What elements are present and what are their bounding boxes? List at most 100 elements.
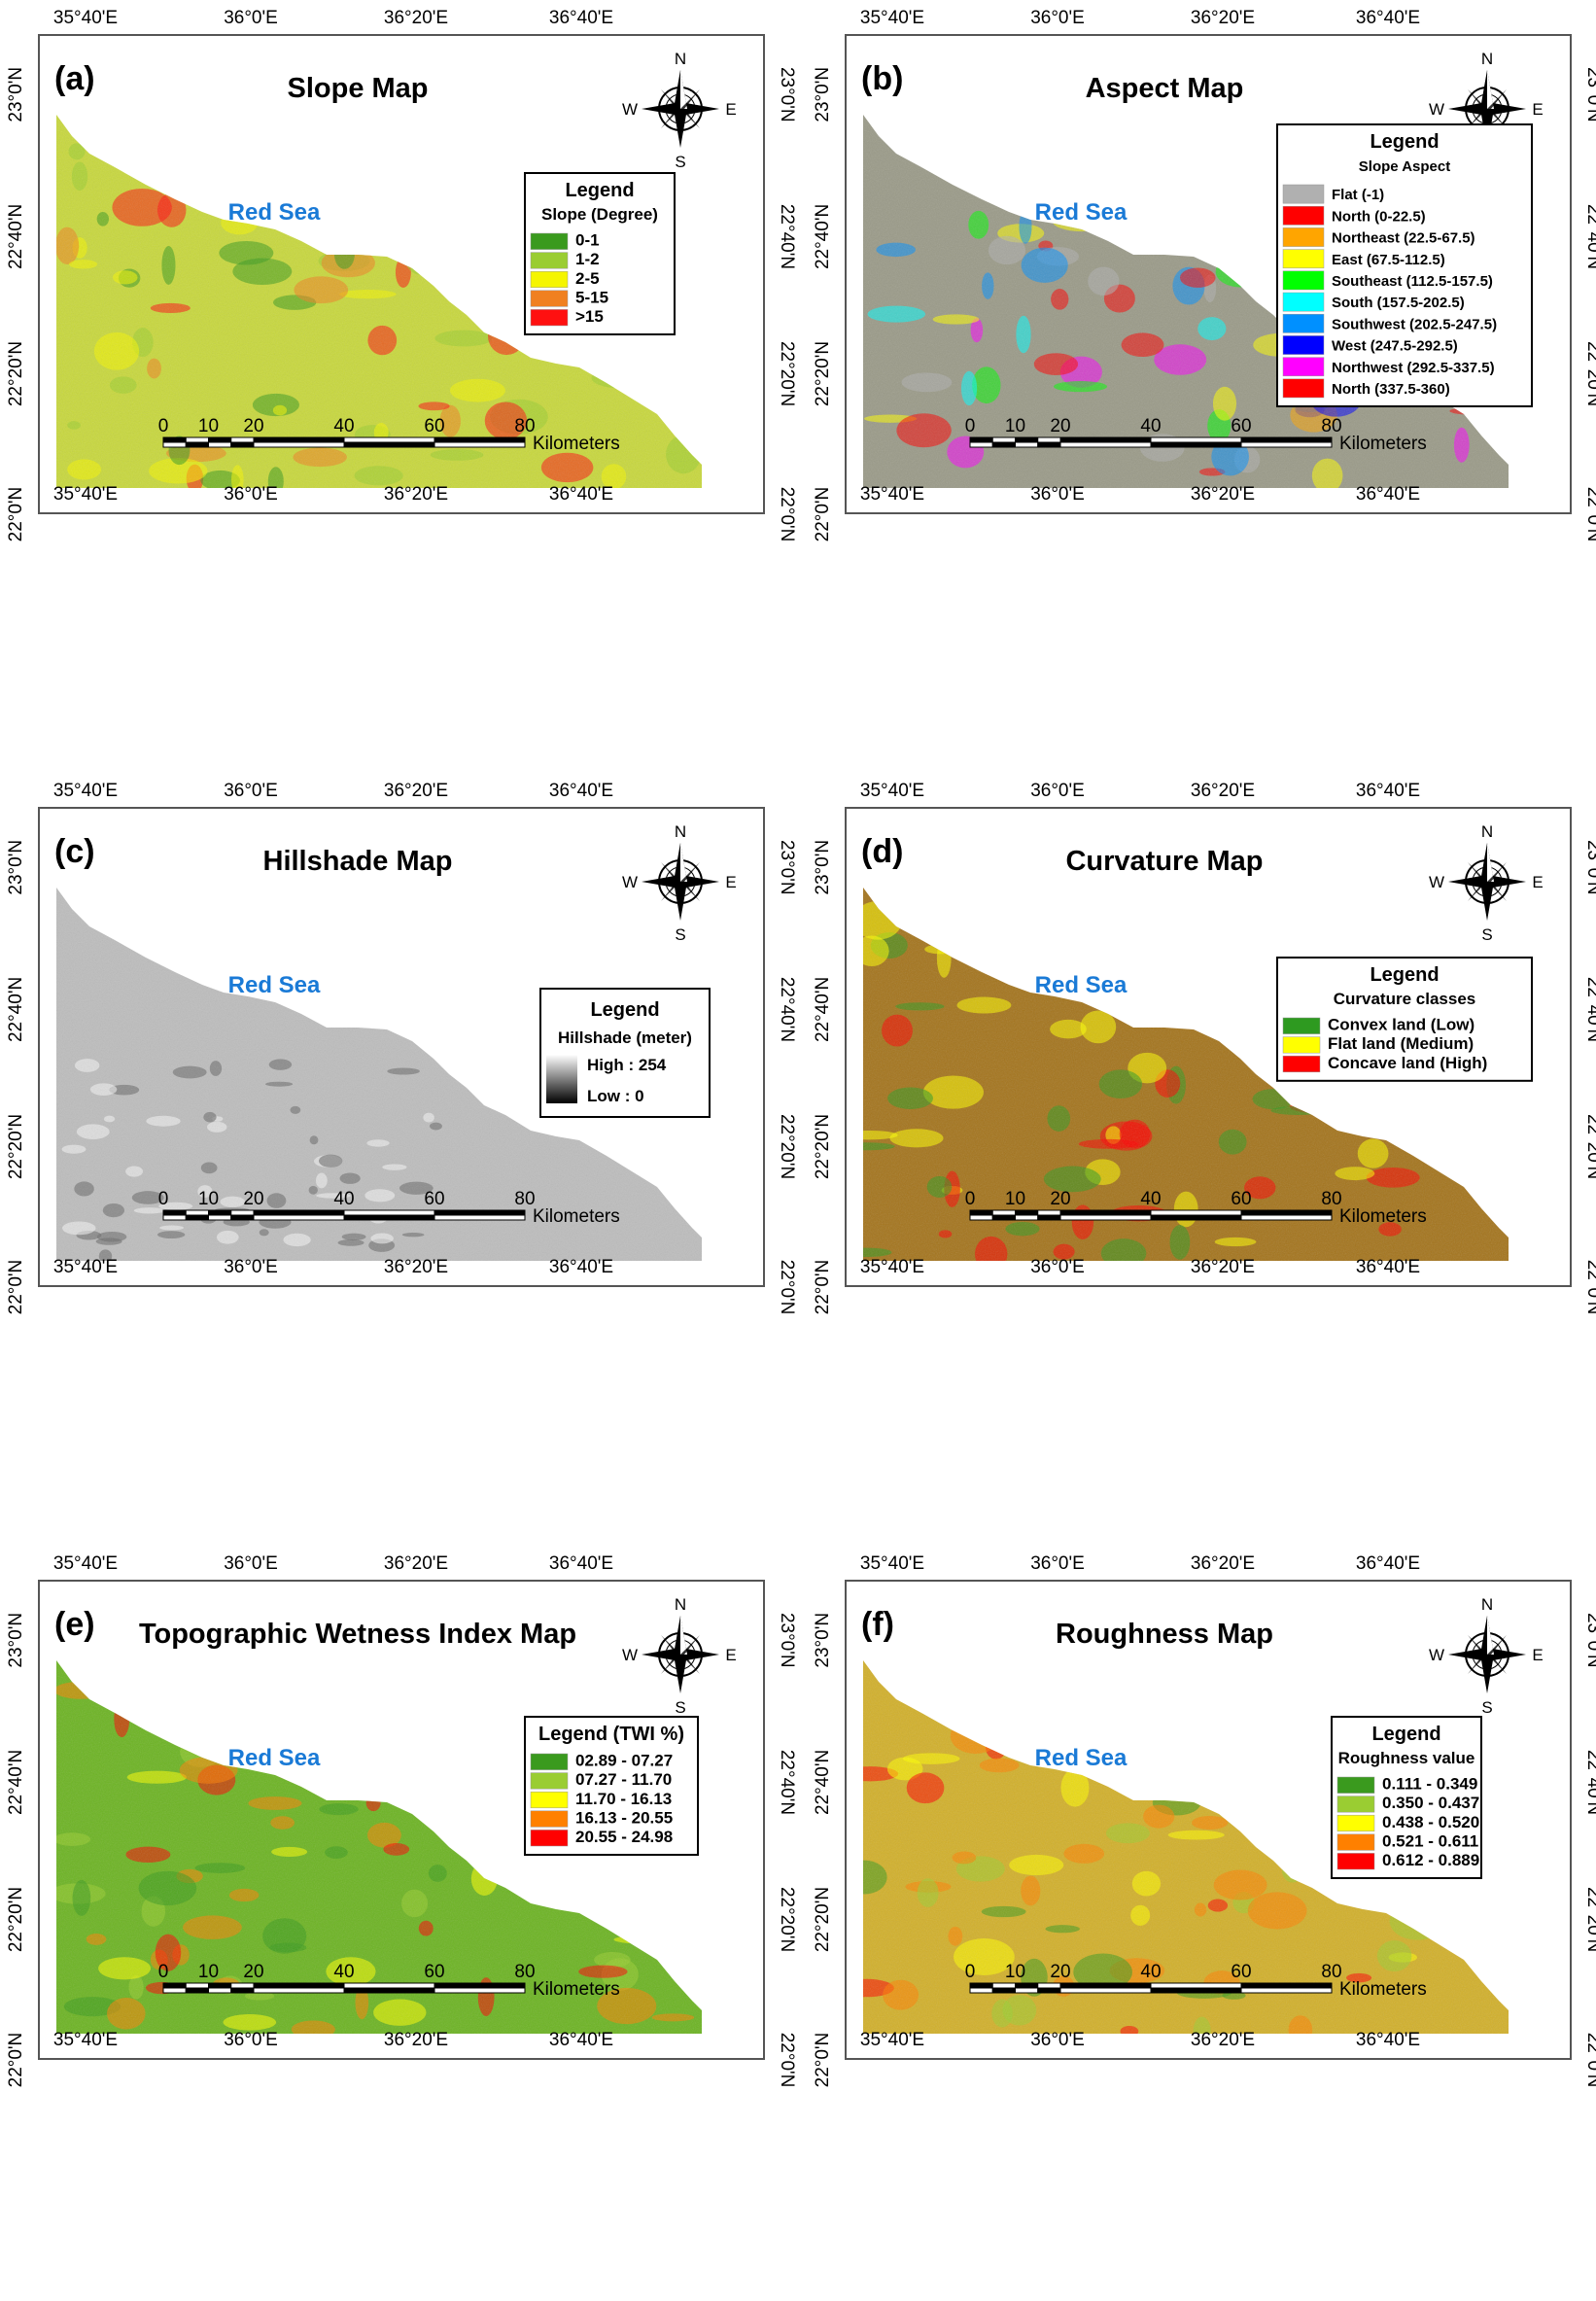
compass-s: S	[675, 1698, 685, 1717]
scale-segment	[969, 1214, 993, 1221]
compass-needle-highlight	[680, 1616, 687, 1655]
legend-swatch	[530, 270, 569, 289]
lat-label-right: 22°40'N	[1583, 977, 1596, 1042]
legend-item-label: Flat land (Medium)	[1328, 1034, 1474, 1053]
scale-segment	[1037, 441, 1061, 448]
scale-segment	[162, 1982, 187, 1989]
panel-title: Slope Map	[287, 73, 428, 104]
scale-tick-label: 80	[1321, 1189, 1341, 1209]
scale-segment	[1059, 1214, 1152, 1221]
scale-unit: Kilometers	[1339, 434, 1427, 454]
lat-label-left: 22°20'N	[6, 341, 26, 406]
lon-label-top: 36°0'E	[1030, 1553, 1085, 1574]
legend-item-label: 0.521 - 0.611	[1382, 1831, 1478, 1850]
legend-swatch	[1282, 184, 1325, 204]
compass-e: E	[725, 100, 736, 119]
legend-title: Legend	[565, 180, 634, 201]
lon-label-bottom: 36°20'E	[384, 1257, 448, 1277]
scale-tick-label: 40	[1140, 1189, 1161, 1209]
sea-label: Red Sea	[228, 199, 321, 226]
scale-tick-label: 60	[1231, 416, 1251, 436]
scale-tick-label: 0	[965, 1962, 976, 1982]
legend-item-label: 0.111 - 0.349	[1382, 1775, 1477, 1794]
scale-segment	[208, 1982, 232, 1989]
panel-letter: (b)	[861, 60, 903, 97]
lon-label-top: 36°0'E	[224, 781, 278, 801]
scale-segment	[1037, 436, 1061, 443]
sea-label: Red Sea	[228, 972, 321, 998]
panel-title: Hillshade Map	[263, 846, 453, 877]
scale-tick-label: 80	[514, 1189, 535, 1209]
lat-label-left: 22°0'N	[6, 487, 26, 542]
lon-label-bottom: 36°0'E	[1030, 1257, 1085, 1277]
legend-low: Low : 0	[587, 1087, 644, 1105]
lon-label-top: 36°40'E	[549, 781, 613, 801]
scale-segment	[185, 1982, 209, 1989]
scale-unit: Kilometers	[1339, 1979, 1427, 2000]
legend-item-label: 07.27 - 11.70	[575, 1770, 672, 1789]
lon-label-bottom: 35°40'E	[53, 1257, 118, 1277]
sea-label: Red Sea	[228, 1745, 321, 1771]
scale-segment	[434, 1209, 526, 1216]
lon-label-bottom: 36°0'E	[224, 484, 278, 505]
lat-label-left: 22°0'N	[813, 487, 833, 542]
legend-item-label: East (67.5-112.5)	[1332, 252, 1445, 268]
lon-label-bottom: 36°0'E	[1030, 2030, 1085, 2050]
lat-label-left: 22°40'N	[6, 977, 26, 1042]
scale-segment	[1037, 1987, 1061, 1994]
lat-label-left: 22°20'N	[813, 341, 833, 406]
compass-w: W	[1429, 873, 1444, 891]
legend-swatch	[1282, 1017, 1321, 1034]
compass-n: N	[675, 822, 686, 841]
legend-swatch	[1282, 227, 1325, 247]
legend-high: High : 254	[587, 1056, 667, 1074]
lat-label-left: 22°0'N	[6, 1260, 26, 1315]
scale-tick-label: 60	[424, 1189, 444, 1209]
scale-segment	[253, 1209, 345, 1216]
lat-label-right: 22°40'N	[777, 1750, 797, 1815]
compass-diagonals	[1468, 89, 1507, 128]
scale-segment	[991, 1214, 1016, 1221]
legend-item-label: 0.612 - 0.889	[1382, 1851, 1479, 1869]
lon-label-bottom: 36°0'E	[224, 2030, 278, 2050]
scale-segment	[1150, 1987, 1242, 1994]
legend-swatch	[530, 252, 569, 269]
lon-label-top: 36°20'E	[384, 8, 448, 28]
scale-segment	[991, 1982, 1016, 1989]
legend-swatch	[1336, 1814, 1375, 1832]
land-texture	[863, 888, 1509, 1261]
legend-item-label: Concave land (High)	[1328, 1054, 1487, 1072]
compass-diagonals	[661, 1635, 700, 1674]
lat-label-left: 23°0'N	[813, 67, 833, 122]
scale-unit: Kilometers	[1339, 1206, 1427, 1227]
legend-item-label: Northwest (292.5-337.5)	[1332, 360, 1495, 376]
scale-tick-label: 80	[1321, 1962, 1341, 1982]
legend-item-label: 20.55 - 24.98	[575, 1828, 673, 1846]
lat-label-left: 22°20'N	[6, 1887, 26, 1952]
lon-label-bottom: 35°40'E	[53, 2030, 118, 2050]
lat-label-left: 22°40'N	[813, 1750, 833, 1815]
scale-tick-label: 60	[424, 416, 444, 436]
lat-label-right: 22°40'N	[777, 977, 797, 1042]
lat-label-right: 23°0'N	[1583, 840, 1596, 895]
panel-letter: (c)	[54, 833, 95, 870]
scale-segment	[1059, 1987, 1152, 1994]
scale-segment	[1150, 1982, 1242, 1989]
legend-title: Legend	[590, 999, 659, 1021]
lon-label-bottom: 36°20'E	[1191, 1257, 1255, 1277]
lon-label-top: 36°40'E	[549, 8, 613, 28]
legend-swatch	[1336, 1795, 1375, 1813]
land-texture	[863, 1660, 1509, 2034]
scale-segment	[434, 1987, 526, 1994]
scale-tick-label: 10	[1005, 416, 1025, 436]
lat-label-left: 22°40'N	[813, 977, 833, 1042]
lon-label-bottom: 35°40'E	[53, 484, 118, 505]
scale-segment	[185, 1209, 209, 1216]
scale-segment	[1150, 436, 1242, 443]
lon-label-top: 35°40'E	[860, 1553, 924, 1574]
compass-n: N	[1481, 50, 1493, 68]
scale-segment	[1150, 1209, 1242, 1216]
